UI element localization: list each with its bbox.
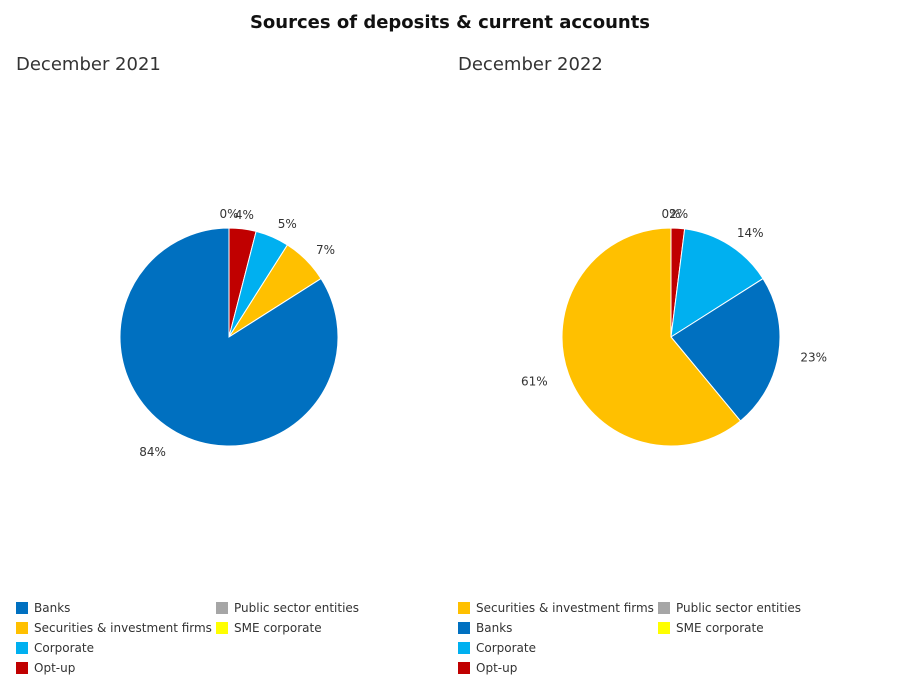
- legend-swatch: [16, 662, 28, 674]
- legend-spacer: [658, 638, 858, 658]
- legend-swatch: [216, 602, 228, 614]
- legend-2022: Securities & investment firms Public sect…: [458, 598, 898, 688]
- data-label-2021-securities-and-investment-firms: 7%: [316, 243, 335, 257]
- data-label-2021-opt-up: 4%: [235, 208, 254, 222]
- legend-item-2022-banks: Banks: [458, 618, 658, 638]
- pie-slice-2022-banks: [670, 277, 781, 422]
- legend-spacer: [216, 638, 416, 658]
- panel-title-2022: December 2022: [458, 54, 603, 75]
- legend-swatch: [16, 602, 28, 614]
- legend-item-2021-public-sector-entities: Public sector entities: [216, 598, 416, 618]
- data-label-2022-corporate: 14%: [737, 226, 764, 240]
- data-label-2021-banks: 84%: [139, 445, 166, 459]
- legend-label: Banks: [476, 621, 513, 635]
- legend-item-2022-corporate: Corporate: [458, 638, 658, 658]
- legend-label: Opt-up: [34, 661, 76, 675]
- legend-item-2022-sme-corporate: SME corporate: [658, 618, 858, 638]
- chart-title: Sources of deposits & current accounts: [249, 12, 651, 33]
- pie-slice-2022-securities-and-investment-firms: [561, 227, 742, 447]
- data-label-2021-public-sector-entities: 0%: [219, 207, 238, 221]
- legend-item-2021-corporate: Corporate: [16, 638, 216, 658]
- legend-swatch: [658, 602, 670, 614]
- legend-item-2022-opt-up: Opt-up: [458, 658, 658, 678]
- legend-item-2021-securities-and-investment-firms: Securities & investment firms: [16, 618, 216, 638]
- panel-title-2021: December 2021: [16, 54, 161, 75]
- legend-2021: Banks Public sector entities Securities & …: [16, 598, 456, 688]
- legend-label: Securities & investment firms: [34, 621, 212, 635]
- data-label-2022-opt-up: 2%: [669, 207, 688, 221]
- legend-label: Public sector entities: [676, 601, 802, 615]
- legend-label: Securities & investment firms: [476, 601, 654, 615]
- pie-slice-2022-corporate: [670, 228, 764, 338]
- legend-swatch: [458, 662, 470, 674]
- legend-label: SME corporate: [234, 621, 322, 635]
- legend-item-2022-securities-and-investment-firms: Securities & investment firms: [458, 598, 658, 618]
- legend-label: Corporate: [476, 641, 536, 655]
- legend-item-2021-opt-up: Opt-up: [16, 658, 216, 678]
- legend-swatch: [458, 602, 470, 614]
- legend-item-2021-banks: Banks: [16, 598, 216, 618]
- legend-swatch: [658, 622, 670, 634]
- legend-label: Corporate: [34, 641, 94, 655]
- legend-label: Public sector entities: [234, 601, 360, 615]
- legend-swatch: [458, 622, 470, 634]
- data-label-2021-corporate: 5%: [278, 217, 297, 231]
- legend-label: Banks: [34, 601, 71, 615]
- legend-item-2021-sme-corporate: SME corporate: [216, 618, 416, 638]
- pie-slice-2021-banks: [119, 227, 339, 447]
- legend-swatch: [458, 642, 470, 654]
- data-label-2022-public-sector-entities: 0%: [661, 207, 680, 221]
- data-label-2022-banks: 23%: [800, 351, 827, 365]
- data-label-2022-securities-and-investment-firms: 61%: [521, 374, 548, 388]
- legend-item-2022-public-sector-entities: Public sector entities: [658, 598, 858, 618]
- legend-swatch: [16, 622, 28, 634]
- legend-label: Opt-up: [476, 661, 518, 675]
- legend-label: SME corporate: [676, 621, 764, 635]
- legend-swatch: [16, 642, 28, 654]
- legend-swatch: [216, 622, 228, 634]
